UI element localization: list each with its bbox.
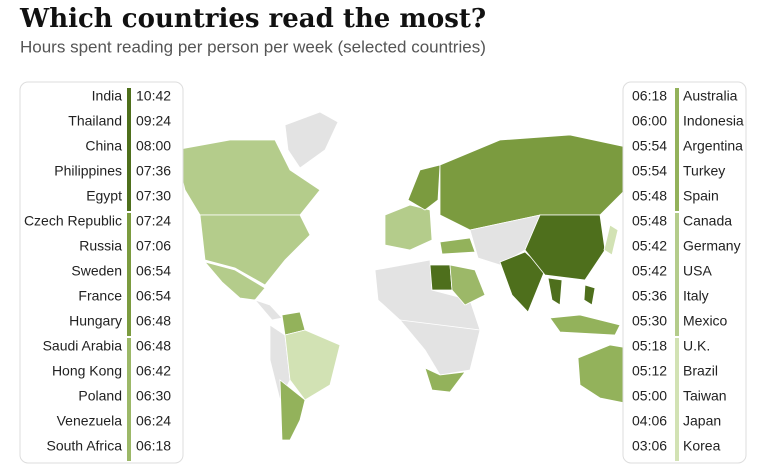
country: Hungary bbox=[69, 313, 122, 329]
time: 06:48 bbox=[136, 338, 171, 354]
time: 06:00 bbox=[632, 113, 667, 129]
country: Korea bbox=[683, 438, 721, 454]
country: Indonesia bbox=[683, 113, 744, 129]
western-europe bbox=[384, 204, 433, 251]
country: Turkey bbox=[683, 163, 725, 179]
time: 03:06 bbox=[632, 438, 667, 454]
country: India bbox=[92, 88, 123, 104]
time: 05:48 bbox=[632, 188, 667, 204]
country: Taiwan bbox=[683, 388, 727, 404]
time: 06:30 bbox=[136, 388, 171, 404]
indonesia bbox=[549, 314, 621, 336]
group-bar bbox=[127, 338, 131, 461]
turkey bbox=[439, 237, 476, 255]
central-america bbox=[253, 299, 283, 321]
japan bbox=[603, 224, 619, 256]
south-africa bbox=[424, 367, 466, 393]
country: U.K. bbox=[683, 338, 710, 354]
time: 06:42 bbox=[136, 363, 171, 379]
time: 05:42 bbox=[632, 263, 667, 279]
time: 06:54 bbox=[136, 263, 171, 279]
subtitle: Hours spent reading per person per week … bbox=[20, 37, 486, 56]
country: Spain bbox=[683, 188, 719, 204]
scandinavia bbox=[407, 164, 441, 211]
country: Italy bbox=[683, 288, 709, 304]
country: Japan bbox=[683, 413, 721, 429]
time: 05:12 bbox=[632, 363, 667, 379]
world-map bbox=[174, 111, 656, 441]
country: Sweden bbox=[71, 263, 122, 279]
time: 06:24 bbox=[136, 413, 171, 429]
philippines bbox=[583, 284, 596, 306]
time: 07:06 bbox=[136, 238, 171, 254]
time: 07:30 bbox=[136, 188, 171, 204]
egypt bbox=[429, 264, 453, 291]
time: 07:36 bbox=[136, 163, 171, 179]
group-bar bbox=[675, 338, 679, 461]
time: 04:06 bbox=[632, 413, 667, 429]
time: 05:30 bbox=[632, 313, 667, 329]
time: 09:24 bbox=[136, 113, 171, 129]
group-bar bbox=[127, 88, 131, 211]
left-panel bbox=[19, 81, 184, 464]
country: Australia bbox=[683, 88, 738, 104]
time: 07:24 bbox=[136, 213, 171, 229]
country: China bbox=[85, 138, 122, 154]
country: Germany bbox=[683, 238, 741, 254]
right-panel bbox=[622, 81, 747, 464]
country: Brazil bbox=[683, 363, 718, 379]
group-bar bbox=[675, 88, 679, 211]
usa bbox=[199, 214, 311, 286]
thailand bbox=[547, 277, 563, 306]
country: France bbox=[78, 288, 122, 304]
country: USA bbox=[683, 263, 712, 279]
title: Which countries read the most? bbox=[19, 4, 486, 34]
lists: India 10:42 Thailand 09:24 China 08:00 Philipp… bbox=[24, 88, 744, 461]
country: Mexico bbox=[683, 313, 728, 329]
country: Egypt bbox=[86, 188, 122, 204]
country: Hong Kong bbox=[52, 363, 122, 379]
time: 05:36 bbox=[632, 288, 667, 304]
country: Czech Republic bbox=[24, 213, 122, 229]
time: 06:18 bbox=[136, 438, 171, 454]
time: 10:42 bbox=[136, 88, 171, 104]
greenland bbox=[284, 111, 339, 169]
country: Canada bbox=[683, 213, 732, 229]
time: 05:54 bbox=[632, 138, 667, 154]
saudi-arabia bbox=[449, 264, 486, 306]
time: 05:54 bbox=[632, 163, 667, 179]
argentina bbox=[279, 379, 306, 441]
country: South Africa bbox=[47, 438, 123, 454]
time: 06:54 bbox=[136, 288, 171, 304]
time: 05:42 bbox=[632, 238, 667, 254]
group-bar bbox=[675, 213, 679, 336]
country: Saudi Arabia bbox=[43, 338, 123, 354]
india bbox=[499, 251, 546, 313]
country: Argentina bbox=[683, 138, 743, 154]
time: 06:48 bbox=[136, 313, 171, 329]
time: 05:00 bbox=[632, 388, 667, 404]
brazil bbox=[284, 329, 341, 401]
time: 05:18 bbox=[632, 338, 667, 354]
group-bar bbox=[127, 213, 131, 336]
time: 06:18 bbox=[632, 88, 667, 104]
canada bbox=[174, 139, 321, 216]
country: Poland bbox=[78, 388, 122, 404]
russia bbox=[439, 134, 641, 231]
country: Venezuela bbox=[57, 413, 123, 429]
country: Philippines bbox=[54, 163, 122, 179]
time: 05:48 bbox=[632, 213, 667, 229]
country: Thailand bbox=[68, 113, 122, 129]
south-africa-region bbox=[399, 319, 481, 376]
time: 08:00 bbox=[136, 138, 171, 154]
country: Russia bbox=[79, 238, 122, 254]
